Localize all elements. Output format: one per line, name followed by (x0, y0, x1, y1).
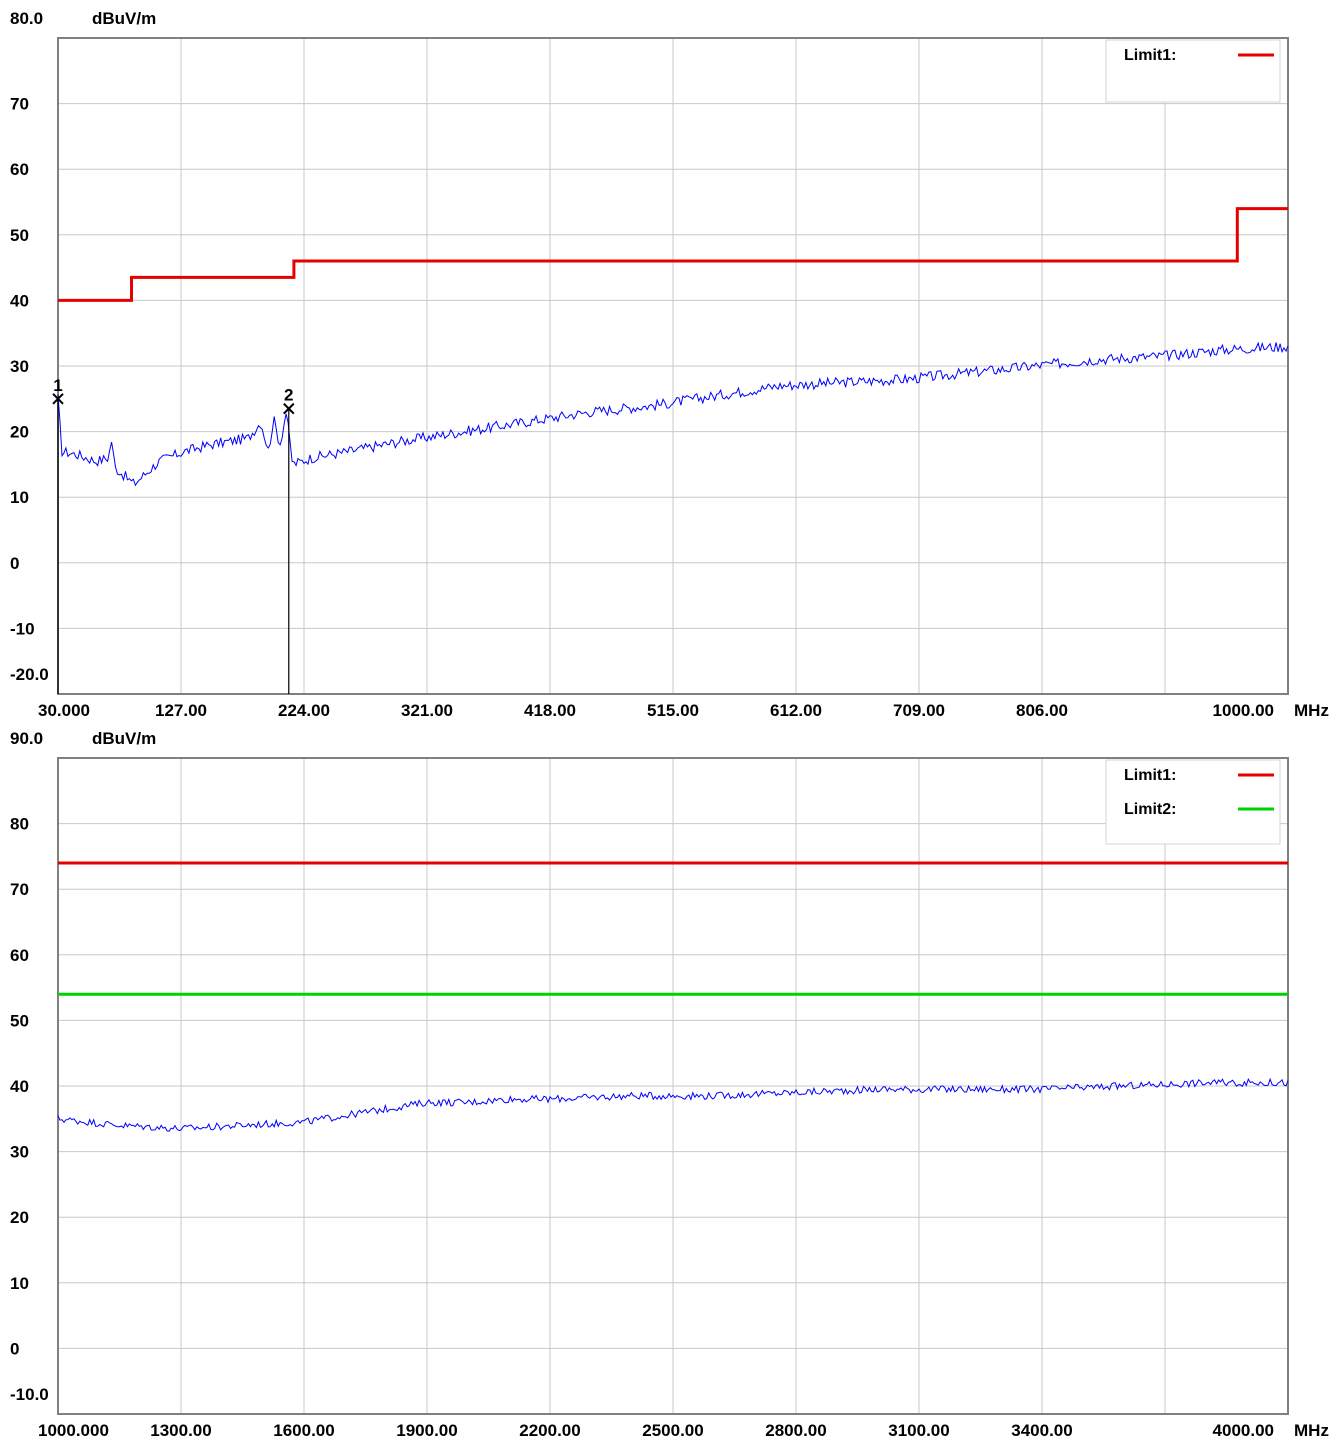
c1-y-tick-label: 0 (10, 554, 19, 573)
c2-y-tick-label: 30 (10, 1143, 29, 1162)
c1-x-tick-label: 321.00 (401, 701, 453, 720)
c1-legend-box (1105, 39, 1281, 103)
c2-x-tick-label: 1600.00 (273, 1421, 334, 1440)
c2-x-tick-label: 2800.00 (765, 1421, 826, 1440)
c2-y-tick-label: 70 (10, 880, 29, 899)
c2-y-tick-label: 0 (10, 1339, 19, 1358)
c2-y-tick-label: 90.0 (10, 729, 43, 748)
c2-y-tick-label: 40 (10, 1077, 29, 1096)
c1-x-tick-label: 709.00 (893, 701, 945, 720)
c1-marker-1-cross-icon (52, 393, 64, 405)
c1-x-tick-label: 418.00 (524, 701, 576, 720)
c1-y-unit-label: dBuV/m (92, 9, 156, 28)
c1-x-tick-label: 224.00 (278, 701, 330, 720)
c1-y-tick-label: -10 (10, 619, 35, 638)
c1-x-tick-label: 806.00 (1016, 701, 1068, 720)
c2-x-tick-label: 2500.00 (642, 1421, 703, 1440)
c1-plot-frame (57, 37, 1289, 695)
c1-marker-2-cross-icon (283, 402, 295, 415)
c1-y-tick-label: 30 (10, 357, 29, 376)
c2-plot-frame (57, 757, 1289, 1415)
c2-x-tick-label: 1000.000 (38, 1421, 109, 1440)
c1-x-tick-label: 515.00 (647, 701, 699, 720)
c2-y-tick-label: 60 (10, 946, 29, 965)
c1-x-tick-label: 1000.00 (1213, 701, 1274, 720)
c1-y-tick-label: 40 (10, 291, 29, 310)
c1-legend-limit1-label: Limit1: (1124, 47, 1176, 64)
c1-x-unit-label: MHz (1294, 701, 1329, 720)
c2-y-tick-label: 50 (10, 1011, 29, 1030)
c2-y-tick-label: -10.0 (10, 1385, 49, 1404)
c1-limit1-line (58, 207, 1288, 302)
c2-x-tick-label: 4000.00 (1213, 1421, 1274, 1440)
c1-y-tick-label: 60 (10, 160, 29, 179)
c2-legend-limit2-label: Limit2: (1124, 801, 1176, 818)
c1-y-tick-label: 70 (10, 95, 29, 114)
c2-y-unit-label: dBuV/m (92, 729, 156, 748)
c2-x-tick-label: 2200.00 (519, 1421, 580, 1440)
c1-marker-1-label: 1 (53, 376, 62, 395)
c2-y-tick-label: 20 (10, 1208, 29, 1227)
c1-y-tick-label: 20 (10, 423, 29, 442)
c2-x-tick-label: 1900.00 (396, 1421, 457, 1440)
c1-y-tick-label: 50 (10, 226, 29, 245)
c1-x-tick-label: 127.00 (155, 701, 207, 720)
c1-x-tick-label: 612.00 (770, 701, 822, 720)
c2-y-tick-label: 10 (10, 1274, 29, 1293)
c1-y-tick-label: 80.0 (10, 9, 43, 28)
c2-legend-limit1-label: Limit1: (1124, 767, 1176, 784)
c2-x-tick-label: 3100.00 (888, 1421, 949, 1440)
c1-y-tick-label: 10 (10, 488, 29, 507)
c2-x-tick-label: 3400.00 (1011, 1421, 1072, 1440)
c2-x-unit-label: MHz (1294, 1421, 1329, 1440)
c1-marker-2-label: 2 (284, 386, 293, 405)
c1-y-tick-label: -20.0 (10, 665, 49, 684)
c1-measured-trace (57, 341, 1289, 487)
chart-30-1000mhz: 80.0 70 60 50 40 30 20 10 0 -10 -20.0 dBuV/m 30.000 1… (10, 9, 1329, 720)
c2-x-tick-label: 1300.00 (150, 1421, 211, 1440)
chart-1000-4000mhz: 90.0 80 70 60 50 40 30 20 10 0 -10.0 dBuV/m 1000.000… (10, 729, 1329, 1440)
c2-measured-trace (57, 1077, 1289, 1132)
c1-x-tick-label: 30.000 (38, 701, 90, 720)
c2-y-tick-label: 80 (10, 815, 29, 834)
